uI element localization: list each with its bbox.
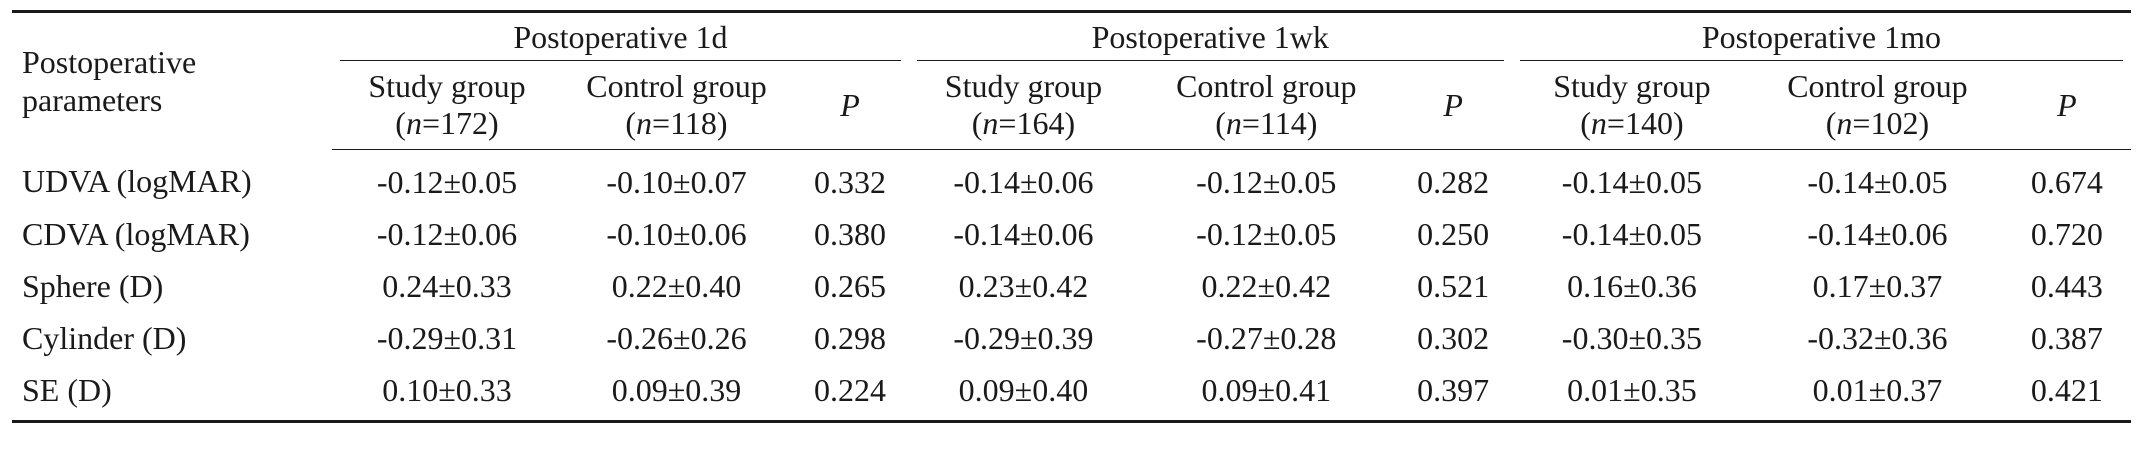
table-cell: -0.29±0.31 (376, 319, 518, 356)
table-cell: 0.23±0.42 (958, 267, 1089, 304)
table-cell: 0.24±0.33 (382, 267, 512, 304)
col-study-1mo: Study group (n=140) (1511, 63, 1752, 150)
group-header-1wk: Postoperative 1wk (908, 10, 1512, 63)
col-control-1wk: Control group (n=114) (1138, 63, 1395, 150)
row-label: UDVA (logMAR) (22, 163, 252, 200)
table-cell: 0.22±0.40 (611, 267, 742, 304)
col-p-1d: P (791, 63, 909, 150)
table-cell: 0.09±0.40 (908, 364, 1139, 423)
table-row: Cylinder (D) -0.29±0.31 -0.26±0.26 0.298… (12, 312, 2131, 364)
table-cell: 0.09±0.41 (1138, 364, 1395, 423)
row-header: Postoperative parameters (12, 10, 333, 150)
row-label: Cylinder (D) (22, 319, 187, 356)
table-cell: 0.380 (813, 215, 886, 252)
table-cell: 0.298 (813, 319, 886, 356)
table-cell: -0.26±0.26 (606, 319, 747, 356)
group-header-1d: Postoperative 1d (332, 10, 909, 63)
table-cell: 0.674 (2030, 163, 2103, 200)
table-cell: 0.332 (813, 163, 886, 200)
col-control-1mo: Control group (n=102) (1752, 63, 2003, 150)
table-cell: 0.397 (1394, 364, 1512, 423)
table-cell: -0.10±0.06 (606, 215, 747, 252)
table-cell: -0.14±0.05 (1807, 163, 1948, 200)
col-p-1wk: P (1394, 63, 1512, 150)
table-cell: -0.14±0.05 (1561, 215, 1703, 252)
col-study-1wk: Study group (n=164) (908, 63, 1139, 150)
row-label: Sphere (D) (22, 267, 164, 304)
table-cell: -0.14±0.06 (953, 163, 1094, 200)
table-cell: 0.01±0.35 (1511, 364, 1752, 423)
table-cell: 0.521 (1417, 267, 1490, 304)
table-cell: -0.10±0.07 (606, 163, 747, 200)
table-cell: 0.17±0.37 (1812, 267, 1943, 304)
table-cell: -0.12±0.05 (376, 163, 518, 200)
table-cell: 0.01±0.37 (1752, 364, 2003, 423)
col-control-1d: Control group (n=118) (561, 63, 792, 150)
postoperative-parameters-table: Postoperative parameters Postoperative 1… (12, 10, 2131, 423)
row-label: SE (D) (12, 364, 333, 423)
table-row: Sphere (D) 0.24±0.33 0.22±0.40 0.265 0.2… (12, 260, 2131, 312)
col-p-1mo: P (2002, 63, 2131, 150)
table-cell: -0.12±0.06 (376, 215, 518, 252)
table-cell: 0.282 (1417, 163, 1490, 200)
column-header-row: Study group (n=172) Control group (n=118… (12, 63, 2131, 150)
table-row: UDVA (logMAR) -0.12±0.05 -0.10±0.07 0.33… (12, 150, 2131, 209)
table-cell: -0.29±0.39 (953, 319, 1094, 356)
table-cell: 0.224 (791, 364, 909, 423)
table-cell: 0.16±0.36 (1567, 267, 1697, 304)
table-row: SE (D) 0.10±0.33 0.09±0.39 0.224 0.09±0.… (12, 364, 2131, 423)
group-header-1mo: Postoperative 1mo (1511, 10, 2131, 63)
table-cell: 0.265 (813, 267, 886, 304)
table-cell: -0.14±0.06 (1807, 215, 1948, 252)
table-cell: -0.14±0.06 (953, 215, 1094, 252)
table-cell: 0.720 (2030, 215, 2103, 252)
table-cell: 0.302 (1417, 319, 1490, 356)
table-cell: 0.443 (2030, 267, 2103, 304)
table-cell: -0.32±0.36 (1807, 319, 1948, 356)
table-cell: -0.12±0.05 (1196, 163, 1337, 200)
table-cell: 0.250 (1417, 215, 1490, 252)
table-cell: -0.30±0.35 (1561, 319, 1703, 356)
table-cell: -0.12±0.05 (1196, 215, 1337, 252)
col-study-1d: Study group (n=172) (332, 63, 562, 150)
table-cell: -0.27±0.28 (1196, 319, 1337, 356)
table-cell: 0.09±0.39 (561, 364, 792, 423)
table-cell: -0.14±0.05 (1561, 163, 1703, 200)
table-cell: 0.10±0.33 (332, 364, 562, 423)
group-header-row: Postoperative parameters Postoperative 1… (12, 10, 2131, 150)
table-cell: 0.22±0.42 (1201, 267, 1332, 304)
table-cell: 0.387 (2030, 319, 2103, 356)
table-body: UDVA (logMAR) -0.12±0.05 -0.10±0.07 0.33… (12, 150, 2131, 423)
table-row: CDVA (logMAR) -0.12±0.06 -0.10±0.06 0.38… (12, 208, 2131, 260)
row-label: CDVA (logMAR) (22, 215, 250, 252)
table-cell: 0.421 (2002, 364, 2131, 423)
